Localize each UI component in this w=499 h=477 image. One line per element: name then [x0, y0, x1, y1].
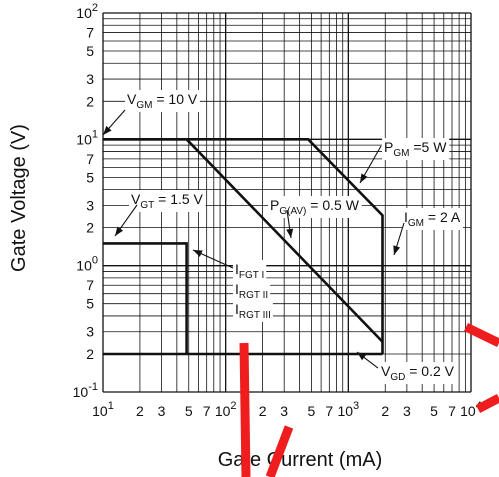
annotation-label: IGM = 2 A [404, 209, 461, 229]
x-tick-label: 7 [325, 403, 333, 419]
annotation-label-bg [125, 90, 200, 112]
annotation-label: PGM =5 W [384, 139, 447, 159]
y-tick-label: 5 [86, 169, 94, 185]
x-tick-label: 7 [203, 403, 211, 419]
annotation-label: IRGT III [235, 301, 271, 321]
y-tick-label: 5 [86, 296, 94, 312]
tick-labels: 101 2 3 5 7 102 2 3 5 7 103 2 3 5 7 1041027532101753210… [73, 2, 482, 419]
x-tick-label: 2 [259, 403, 267, 419]
y-tick-label: 102 [76, 2, 98, 21]
annotation-label-bg [233, 280, 271, 302]
watermark [239, 322, 499, 477]
y-tick-label: 2 [86, 93, 94, 109]
watermark-stroke-1 [239, 342, 251, 477]
y-axis-title: Gate Voltage (V) [8, 124, 30, 272]
x-tick-label: 2 [381, 403, 389, 419]
x-axis-title: Gate Current (mA) [218, 449, 382, 471]
x-tick-label: 5 [185, 403, 193, 419]
x-tick-label: 3 [158, 403, 166, 419]
y-tick-label: 7 [86, 277, 94, 293]
annotation-label: VGM = 10 V [127, 91, 198, 111]
annotation-label: IRGT II [235, 281, 268, 301]
annotation-arrow-head [357, 352, 367, 361]
x-tick-label: 102 [215, 400, 237, 419]
x-tick-label: 2 [136, 403, 144, 419]
annotation-label-bg [233, 260, 267, 282]
x-tick-label: 7 [448, 403, 456, 419]
curve-line [103, 138, 384, 354]
y-tick-label: 101 [76, 128, 98, 147]
watermark-stroke-3 [464, 322, 499, 348]
y-tick-label: 10-1 [73, 381, 98, 400]
annotation-label-bg [129, 190, 206, 212]
annotation-label: VGT = 1.5 V [131, 191, 204, 211]
y-tick-label: 2 [86, 220, 94, 236]
annotation-arrow-head [103, 125, 112, 135]
annotation-arrow-head [393, 245, 401, 255]
y-tick-label: 3 [86, 324, 94, 340]
x-tick-label: 103 [337, 400, 359, 419]
x-tick-label: 5 [308, 403, 316, 419]
annotation-arrow-head [360, 173, 368, 183]
annotation-label: VGD = 0.2 V [381, 363, 455, 383]
annotations: VGM = 10 V PGM =5 W VGT = 1.5 V PG(AV) = 0.… [102, 90, 463, 384]
annotation-label-bg [402, 208, 463, 230]
annotation-label: PG(AV) = 0.5 W [270, 197, 360, 217]
x-tick-label: 101 [92, 400, 114, 419]
y-tick-label: 2 [86, 346, 94, 362]
annotation-label-bg [233, 300, 273, 322]
y-tick-label: 3 [86, 197, 94, 213]
y-tick-label: 7 [86, 25, 94, 41]
y-tick-label: 5 [86, 43, 94, 59]
watermark-stroke-2 [265, 425, 294, 477]
annotation-arrow-head [193, 250, 203, 257]
annotation-label-bg [268, 196, 362, 218]
watermark-stroke-4 [475, 394, 499, 413]
annotation-label-bg [382, 138, 450, 160]
annotation-arrow-head [286, 228, 294, 238]
x-tick-label: 3 [280, 403, 288, 419]
annotation-label-bg [379, 362, 457, 384]
y-tick-label: 7 [86, 151, 94, 167]
y-tick-label: 3 [86, 71, 94, 87]
curve-line [103, 242, 188, 354]
y-tick-label: 100 [76, 255, 98, 274]
annotation-label: IFGT I [235, 261, 264, 281]
x-tick-label: 3 [403, 403, 411, 419]
annotation-arrow-head [115, 226, 124, 236]
x-tick-label: 5 [430, 403, 438, 419]
